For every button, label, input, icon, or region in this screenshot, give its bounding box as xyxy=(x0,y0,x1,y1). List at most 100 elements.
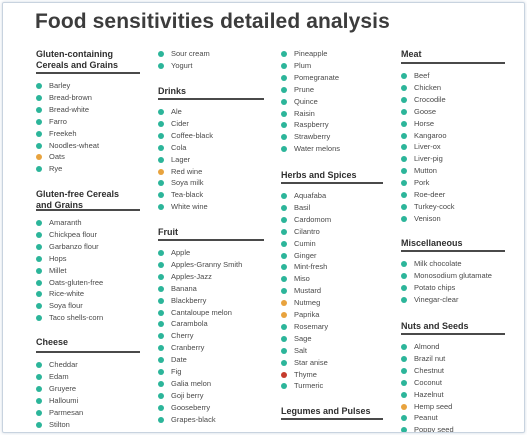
green-level-dot xyxy=(281,134,287,141)
food-item: Amaranth xyxy=(49,218,82,227)
green-level-dot xyxy=(401,84,407,91)
food-item: Vinegar-clear xyxy=(414,294,459,304)
food-item: Edam xyxy=(49,371,69,381)
green-level-dot xyxy=(401,391,407,398)
green-level-dot xyxy=(401,144,407,151)
green-level-dot xyxy=(401,261,407,267)
food-item: Rice-white xyxy=(49,289,85,299)
food-item: Nutmeg xyxy=(294,298,321,308)
food-item: Goose xyxy=(414,106,437,116)
section-title-line: Fruit xyxy=(158,227,178,237)
green-level-dot xyxy=(158,380,164,387)
red-level-dot xyxy=(281,371,287,378)
green-level-dot xyxy=(158,120,164,127)
green-level-dot xyxy=(281,98,287,105)
green-level-dot xyxy=(36,362,42,368)
food-item: Carambola xyxy=(171,319,208,329)
food-item: Cardomom xyxy=(294,214,332,224)
food-item: Soya flour xyxy=(49,301,83,311)
section-underline xyxy=(158,239,264,241)
green-level-dot xyxy=(401,120,407,127)
food-item: Liver-pig xyxy=(414,154,443,164)
green-level-dot xyxy=(158,369,164,375)
green-level-dot xyxy=(158,273,164,280)
section-title: Legumes and Pulses xyxy=(281,406,371,417)
green-level-dot xyxy=(281,216,287,223)
green-level-dot xyxy=(401,272,407,279)
green-level-dot xyxy=(401,284,407,291)
food-item: Poppy seed xyxy=(414,425,454,433)
green-level-dot xyxy=(36,373,42,380)
food-item: Date xyxy=(171,355,187,365)
food-item: Oats xyxy=(49,152,65,162)
food-item: Cilantro xyxy=(294,226,320,236)
green-level-dot xyxy=(36,279,42,286)
food-item: Salt xyxy=(294,345,307,355)
section-title-line: Miscellaneous xyxy=(401,238,463,248)
food-item: Gooseberry xyxy=(171,402,211,412)
food-item: Apple xyxy=(171,248,191,257)
section-title-line: and Grains xyxy=(36,200,84,210)
green-level-dot xyxy=(158,132,164,139)
green-level-dot xyxy=(158,345,164,352)
green-level-dot xyxy=(36,166,42,173)
green-level-dot xyxy=(401,296,407,303)
green-level-dot xyxy=(36,220,42,226)
food-item: Stilton xyxy=(49,419,70,429)
food-item: Milk chocolate xyxy=(414,259,462,268)
food-item: Horse xyxy=(414,118,435,128)
orange-level-dot xyxy=(281,300,287,307)
green-level-dot xyxy=(158,204,164,211)
food-item: Hemp seed xyxy=(414,401,453,411)
food-item: Star anise xyxy=(294,357,328,367)
orange-level-dot xyxy=(401,403,407,410)
food-item: Parmesan xyxy=(49,407,84,417)
green-level-dot xyxy=(401,379,407,386)
green-level-dot xyxy=(281,228,287,235)
food-item: Almond xyxy=(414,342,440,351)
green-level-dot xyxy=(158,357,164,364)
food-item: Beef xyxy=(414,71,430,80)
food-item: Pork xyxy=(414,178,430,188)
section-title-line: Gluten-containing xyxy=(36,49,113,59)
green-level-dot xyxy=(281,359,287,366)
food-item: Chestnut xyxy=(414,365,445,375)
food-item: Grapes-black xyxy=(171,414,216,424)
section-title-line: Legumes and Pulses xyxy=(281,406,371,416)
food-item: Mustard xyxy=(294,286,322,296)
green-level-dot xyxy=(158,297,164,304)
green-level-dot xyxy=(281,51,287,57)
section-title: Miscellaneous xyxy=(401,238,463,249)
food-item: Rosemary xyxy=(294,321,329,331)
food-item: Goji berry xyxy=(171,390,204,400)
food-item: Potato chips xyxy=(414,282,456,292)
food-item: Banana xyxy=(171,283,197,293)
green-level-dot xyxy=(281,146,287,153)
page-title: Food sensitivities detailed analysis xyxy=(35,10,390,33)
green-level-dot xyxy=(281,110,287,117)
food-item: Cheddar xyxy=(49,360,78,369)
food-item: Rye xyxy=(49,164,63,174)
food-item: Apples-Granny Smith xyxy=(171,259,243,269)
green-level-dot xyxy=(36,291,42,298)
food-item: Thyme xyxy=(294,369,317,379)
food-item: Brazil nut xyxy=(414,353,446,363)
food-item: Strawberry xyxy=(294,132,331,142)
green-level-dot xyxy=(158,144,164,151)
green-level-dot xyxy=(158,62,164,69)
food-item: Mint-fresh xyxy=(294,262,328,272)
food-item: Liver-ox xyxy=(414,142,441,152)
green-level-dot xyxy=(158,333,164,340)
section-underline xyxy=(281,182,383,184)
food-item: Kangaroo xyxy=(414,130,447,140)
green-level-dot xyxy=(36,303,42,310)
section-underline xyxy=(36,351,140,353)
green-level-dot xyxy=(281,323,287,330)
green-level-dot xyxy=(158,109,164,115)
food-item: Noodles-wheat xyxy=(49,140,100,150)
section-title: Gluten-free Cereals and Grains xyxy=(36,189,119,211)
food-item: Hazelnut xyxy=(414,389,444,399)
section-underline xyxy=(401,250,505,252)
food-item: Sage xyxy=(294,333,312,343)
